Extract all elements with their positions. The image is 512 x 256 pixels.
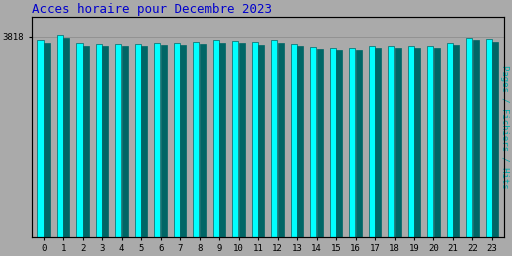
Bar xyxy=(252,42,258,237)
Bar xyxy=(122,46,128,237)
Bar xyxy=(154,43,160,237)
Bar xyxy=(239,43,245,237)
Bar xyxy=(375,48,381,237)
Bar xyxy=(446,43,453,237)
Bar xyxy=(278,43,284,237)
Bar xyxy=(232,41,239,237)
Y-axis label: Pages / Fichiers / Hits: Pages / Fichiers / Hits xyxy=(500,65,509,189)
Bar xyxy=(330,48,336,237)
Bar xyxy=(316,49,323,237)
Text: Acces horaire pour Decembre 2023: Acces horaire pour Decembre 2023 xyxy=(32,3,272,16)
Bar xyxy=(336,50,343,237)
Bar xyxy=(212,40,219,237)
Bar xyxy=(102,46,109,237)
Bar xyxy=(96,44,102,237)
Bar xyxy=(414,48,420,237)
Bar xyxy=(408,46,414,237)
Bar xyxy=(434,48,440,237)
Bar xyxy=(492,41,498,237)
Bar xyxy=(200,44,206,237)
Bar xyxy=(193,42,200,237)
Bar xyxy=(395,48,401,237)
Bar xyxy=(369,46,375,237)
Bar xyxy=(466,38,473,237)
Bar xyxy=(174,42,180,237)
Bar xyxy=(473,40,479,237)
Bar xyxy=(141,46,147,237)
Bar xyxy=(271,40,278,237)
Bar xyxy=(115,44,121,237)
Bar xyxy=(349,48,355,237)
Bar xyxy=(356,50,362,237)
Bar xyxy=(44,43,50,237)
Bar xyxy=(76,43,82,237)
Bar xyxy=(453,45,459,237)
Bar xyxy=(161,45,167,237)
Bar xyxy=(180,45,186,237)
Bar xyxy=(427,46,433,237)
Bar xyxy=(63,38,70,237)
Bar xyxy=(388,46,394,237)
Bar xyxy=(291,44,297,237)
Bar xyxy=(486,39,492,237)
Bar xyxy=(310,47,316,237)
Bar xyxy=(37,40,44,237)
Bar xyxy=(135,44,141,237)
Bar xyxy=(219,43,225,237)
Bar xyxy=(258,45,264,237)
Bar xyxy=(83,46,89,237)
Bar xyxy=(297,46,304,237)
Bar xyxy=(57,35,63,237)
